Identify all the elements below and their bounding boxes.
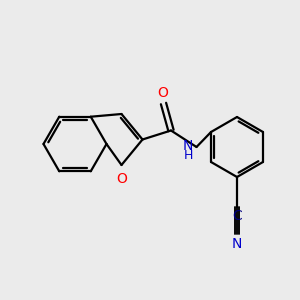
Text: C: C [232,209,242,224]
Text: N: N [232,237,242,251]
Text: O: O [158,86,168,100]
Text: H: H [184,149,193,162]
Text: O: O [117,172,128,186]
Text: N: N [182,139,193,152]
